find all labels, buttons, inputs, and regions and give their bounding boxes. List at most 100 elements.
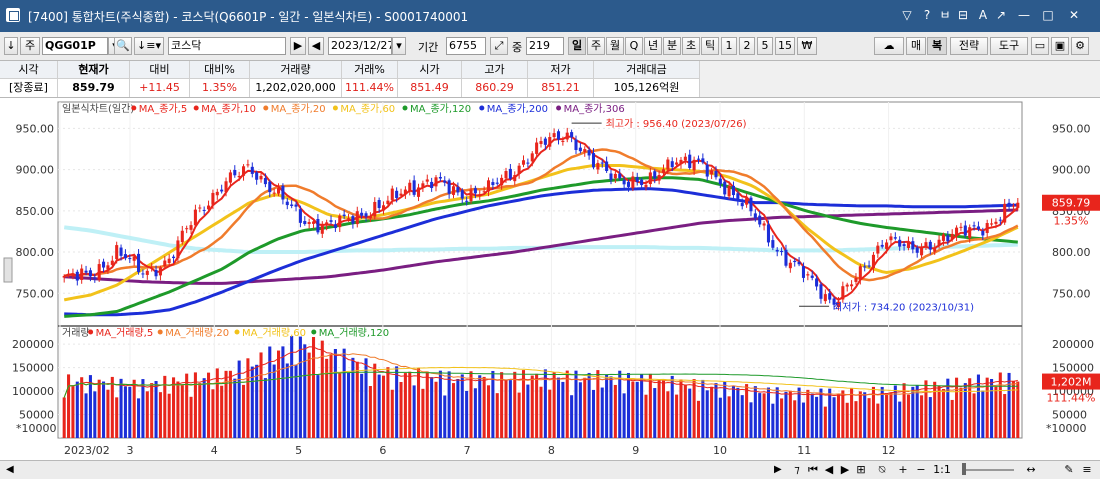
candle-body [390, 188, 394, 200]
quote-header-change-pct: 대비% [190, 61, 250, 79]
interval-5-button[interactable]: 5 [757, 37, 773, 55]
interval-15-button[interactable]: 15 [775, 37, 795, 55]
period-minute-button[interactable]: 분 [663, 37, 681, 55]
legend-dot [402, 105, 408, 111]
candle-body [451, 186, 456, 195]
compound-button[interactable]: 복 [927, 37, 947, 55]
candle-body [316, 218, 320, 233]
trade-button[interactable]: 매 [906, 37, 926, 55]
side-collapse-handle [3, 257, 13, 283]
volume-bar [675, 394, 679, 438]
zoom-in-icon[interactable]: + [898, 463, 908, 476]
edit-icon[interactable]: ✎ [1064, 463, 1074, 476]
prev-page-icon[interactable]: ◀ [824, 463, 834, 476]
strategy-button[interactable]: 전략 [950, 37, 988, 55]
ruler-icon[interactable]: ↔ [1026, 463, 1036, 476]
high-annotation: 최고가 : 956.40 (2023/07/26) [606, 118, 747, 130]
period-week-button[interactable]: 주 [587, 37, 605, 55]
interval-1-button[interactable]: 1 [721, 37, 737, 55]
volume-bar [141, 379, 145, 438]
quote-header-open: 시가 [398, 61, 462, 79]
menu-icon[interactable]: ≡ [1082, 463, 1092, 476]
font-size-icon[interactable]: A [978, 8, 988, 22]
period-second-button[interactable]: 초 [682, 37, 700, 55]
period-month-button[interactable]: 월 [606, 37, 624, 55]
legend-dot [311, 329, 317, 335]
chart-tool-icon[interactable]: ⁊ [794, 463, 800, 476]
volume-bar [736, 387, 740, 438]
volume-bar [613, 384, 617, 438]
close-button[interactable]: ✕ [1068, 8, 1080, 22]
zoom-icon[interactable]: ⤢ [490, 37, 508, 55]
prev-symbol-button[interactable]: ◀ [308, 37, 324, 55]
period-tick-button[interactable]: 틱 [701, 37, 719, 55]
zoom-out-icon[interactable]: − [916, 463, 926, 476]
volume-bar [771, 403, 775, 438]
volume-bar [653, 388, 657, 438]
market-type-select[interactable]: 주 [20, 37, 40, 55]
maximize-button[interactable]: □ [1042, 8, 1054, 22]
next-symbol-button[interactable]: ▶ [290, 37, 306, 55]
cloud-icon[interactable]: ☁ [874, 37, 904, 55]
save-icon[interactable]: ▣ [1051, 37, 1069, 55]
scroll-right-icon[interactable]: ▶ [774, 464, 782, 475]
zoom-reset-button[interactable]: 1:1 [933, 463, 951, 476]
volume-bar [504, 380, 508, 438]
period-year-button[interactable]: 년 [644, 37, 662, 55]
currency-button[interactable]: ₩ [797, 37, 817, 55]
minimize-button[interactable]: — [1018, 8, 1030, 22]
ma-306-line [64, 208, 1018, 285]
zoom-slider[interactable] [958, 462, 1018, 477]
folder-icon[interactable]: ▭ [1031, 37, 1049, 55]
period-input[interactable]: 6755 [446, 37, 486, 55]
month-tick: 7 [464, 444, 471, 457]
chart-scrollbar[interactable]: ◀ ▶ ⁊ ⏮ ◀ ▶ ⊞ ⍉ + − 1:1 ↔ ✎ ≡ [0, 460, 1100, 479]
period-quarter-button[interactable]: Q [625, 37, 643, 55]
count-input[interactable]: 219 [526, 37, 564, 55]
volume-bar [915, 385, 919, 438]
volume-bar [355, 361, 359, 438]
candle-body [955, 227, 959, 237]
volume-bar [67, 374, 71, 438]
quote-amount: 105,126억원 [594, 79, 700, 97]
chart-type-icon[interactable]: ⊞ [856, 463, 866, 476]
line-tool-icon[interactable]: ⍉ [878, 463, 886, 476]
popout-icon[interactable]: ↗ [995, 8, 1007, 22]
next-page-icon[interactable]: ▶ [840, 463, 850, 476]
volume-bar [277, 350, 281, 438]
date-input[interactable]: 2023/12/27 [328, 37, 392, 55]
candle-body [788, 262, 792, 269]
nav-down-icon[interactable]: ↓ [4, 37, 18, 55]
print-icon[interactable]: ⊟ [957, 8, 969, 22]
volume-bar [823, 406, 827, 438]
price-tick-left: 750.00 [16, 287, 55, 300]
help-icon[interactable]: ? [923, 8, 931, 22]
period-day-button[interactable]: 일 [568, 37, 586, 55]
volume-bar [465, 390, 469, 438]
sort-select[interactable]: ↓≡▾ [134, 37, 164, 55]
volume-bar [75, 381, 79, 438]
interval-2-button[interactable]: 2 [739, 37, 755, 55]
candle-body [749, 197, 753, 212]
candle-body [959, 226, 963, 228]
candle-body [876, 245, 880, 254]
month-tick: 2023/02 [64, 444, 110, 457]
date-dropdown-icon[interactable]: ▾ [392, 37, 406, 55]
save-screen-icon[interactable]: ㅂ [939, 8, 951, 22]
candle-body [543, 138, 547, 145]
candle-body [911, 241, 915, 250]
dropdown-icon[interactable]: ▽ [902, 8, 912, 22]
symbol-code-input[interactable]: QGG01P [42, 37, 108, 55]
candle-body [491, 182, 495, 186]
tools-button[interactable]: 도구 [990, 37, 1028, 55]
search-icon[interactable]: 🔍 [114, 37, 132, 55]
first-page-icon[interactable]: ⏮ [808, 463, 818, 476]
scroll-left-icon[interactable]: ◀ [6, 464, 14, 475]
chart-area[interactable]: 750.00 750.00 800.00 800.00 850.00 850.00 900.… [0, 97, 1100, 461]
volume-bar [893, 385, 897, 438]
candle-body [561, 140, 565, 142]
candle-body [408, 182, 412, 191]
wrench-icon[interactable]: ⚙ [1071, 37, 1089, 55]
quote-header-change: 대비 [130, 61, 190, 79]
